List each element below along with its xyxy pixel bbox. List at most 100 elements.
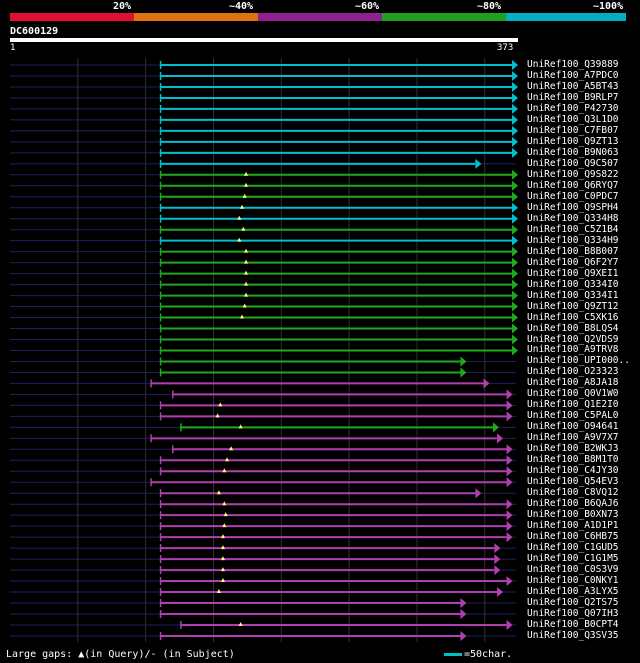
gap-legend: Large gaps: ▲(in Query)/- (in Subject) <box>6 649 235 660</box>
hit-arrow-head <box>512 103 518 114</box>
hit-label[interactable]: UniRef100_B9RLP7 <box>527 91 619 103</box>
hit-arrow-head <box>475 488 482 499</box>
hit-label[interactable]: UniRef100_Q334H9 <box>527 234 619 246</box>
hit-label[interactable]: UniRef100_Q9C507 <box>527 157 619 169</box>
ruler-start-label: 1 <box>10 43 16 53</box>
legend-label: ~100% <box>593 1 624 12</box>
hit-label[interactable]: UniRef100_Q334I0 <box>527 278 619 290</box>
hit-arrow-head <box>512 213 518 224</box>
legend-label: ~80% <box>477 1 502 12</box>
query-gap-marker <box>244 182 249 187</box>
query-gap-marker <box>223 512 228 517</box>
hit-label[interactable]: UniRef100_Q1E2I0 <box>527 399 619 411</box>
hit-arrow-head <box>512 246 518 257</box>
hit-arrow-head <box>512 70 518 81</box>
legend-segment <box>506 13 626 21</box>
hit-label[interactable]: UniRef100_C7FB07 <box>527 124 619 136</box>
hit-label[interactable]: UniRef100_Q9ZT13 <box>527 135 619 147</box>
hit-label[interactable]: UniRef100_UPI000.. <box>527 355 630 367</box>
hit-label[interactable]: UniRef100_Q07IH3 <box>527 608 619 619</box>
hit-label[interactable]: UniRef100_Q9ZT12 <box>527 300 619 312</box>
hit-label[interactable]: UniRef100_C6HB75 <box>527 531 619 543</box>
query-gap-marker <box>238 424 243 429</box>
query-gap-marker <box>216 490 221 495</box>
hit-label[interactable]: UniRef100_Q6RYQ7 <box>527 179 619 191</box>
hit-arrow-head <box>506 444 513 455</box>
ruler-end-label: 373 <box>497 43 514 53</box>
hit-label[interactable]: UniRef100_C4JY30 <box>527 465 619 477</box>
query-gap-marker <box>237 237 242 242</box>
hit-arrow-head <box>460 598 467 609</box>
query-gap-marker <box>244 248 249 253</box>
hit-label[interactable]: UniRef100_B0XN73 <box>527 509 619 521</box>
hit-label[interactable]: UniRef100_Q39889 <box>527 59 619 70</box>
query-gap-marker <box>244 259 249 264</box>
hit-label[interactable]: UniRef100_B0CPT4 <box>527 618 619 630</box>
query-gap-marker <box>225 457 230 462</box>
hit-label[interactable]: UniRef100_A9TRV8 <box>527 344 619 356</box>
hit-label[interactable]: UniRef100_C1GUD5 <box>527 542 619 554</box>
legend-segment <box>258 13 382 21</box>
hit-label[interactable]: UniRef100_Q9SPH4 <box>527 201 619 213</box>
query-gap-marker <box>216 589 221 594</box>
hit-label[interactable]: UniRef100_A8JA18 <box>527 377 619 389</box>
hit-arrow-head <box>512 323 518 334</box>
hit-label[interactable]: UniRef100_C0S3V9 <box>527 564 619 576</box>
hit-label[interactable]: UniRef100_C5PAL0 <box>527 410 619 422</box>
hit-arrow-head <box>493 422 500 433</box>
hit-label[interactable]: UniRef100_A3LYX5 <box>527 586 619 598</box>
hit-arrow-head <box>512 114 518 125</box>
hit-label[interactable]: UniRef100_A7PDC0 <box>527 69 619 81</box>
hit-label[interactable]: UniRef100_Q54EV3 <box>527 476 619 488</box>
query-gap-marker <box>222 501 227 506</box>
hit-label[interactable]: UniRef100_C0NKY1 <box>527 575 619 587</box>
hit-label[interactable]: UniRef100_P42730 <box>527 102 619 114</box>
query-gap-marker <box>242 193 247 198</box>
hit-label[interactable]: UniRef100_B8LQS4 <box>527 322 619 334</box>
hit-label[interactable]: UniRef100_Q6F2Y7 <box>527 256 619 268</box>
hit-label[interactable]: UniRef100_C8VQ12 <box>527 487 619 499</box>
hit-arrow-head <box>494 554 501 565</box>
query-gap-marker <box>244 292 249 297</box>
hit-arrow-head <box>512 136 518 147</box>
query-gap-marker <box>242 303 247 308</box>
hit-arrow-head <box>506 576 513 587</box>
hit-label[interactable]: UniRef100_C5Z1B4 <box>527 223 619 235</box>
query-gap-marker <box>244 281 249 286</box>
hit-label[interactable]: UniRef100_Q334H8 <box>527 212 619 224</box>
hit-label[interactable]: UniRef100_Q3L1D0 <box>527 113 619 125</box>
hit-arrow-head <box>460 630 467 641</box>
hit-label[interactable]: UniRef100_Q2TS75 <box>527 597 619 609</box>
hit-label[interactable]: UniRef100_Q9XEI1 <box>527 267 619 279</box>
hit-label[interactable]: UniRef100_B8B007 <box>527 245 619 257</box>
hit-label[interactable]: UniRef100_C5XK16 <box>527 311 619 323</box>
hit-label[interactable]: UniRef100_B8M1T0 <box>527 454 619 466</box>
hit-label[interactable]: UniRef100_O23323 <box>527 366 619 378</box>
hit-label[interactable]: UniRef100_A5BT43 <box>527 80 619 92</box>
hit-label[interactable]: UniRef100_O94641 <box>527 421 619 433</box>
hit-arrow-head <box>460 367 467 378</box>
hit-label[interactable]: UniRef100_A1D1P1 <box>527 520 619 532</box>
hit-label[interactable]: UniRef100_Q3SV35 <box>527 629 619 641</box>
hit-arrow-head <box>506 532 513 543</box>
hit-arrow-head <box>512 268 518 279</box>
hit-arrow-head <box>512 125 518 136</box>
hit-label[interactable]: UniRef100_Q334I1 <box>527 289 619 301</box>
hit-label[interactable]: UniRef100_A9V7X7 <box>527 432 619 444</box>
query-gap-marker <box>244 171 249 176</box>
query-gap-marker <box>222 523 227 528</box>
legend-segment <box>134 13 258 21</box>
hit-label[interactable]: UniRef100_B2WKJ3 <box>527 443 619 455</box>
hit-label[interactable]: UniRef100_Q9S822 <box>527 168 619 180</box>
hit-arrow-head <box>512 345 518 356</box>
hit-label[interactable]: UniRef100_B6QAJ6 <box>527 498 619 510</box>
hit-label[interactable]: UniRef100_C0PDC7 <box>527 190 619 202</box>
hit-label[interactable]: UniRef100_B9N063 <box>527 146 619 158</box>
hit-arrow-head <box>512 334 518 345</box>
legend-label: ~60% <box>355 1 380 12</box>
hit-label[interactable]: UniRef100_C1G1M5 <box>527 553 619 565</box>
hit-label[interactable]: UniRef100_Q2VDS9 <box>527 333 619 345</box>
hit-label[interactable]: UniRef100_Q0V1W0 <box>527 388 619 400</box>
hit-arrow-head <box>512 312 518 323</box>
hit-arrow-head <box>494 543 501 554</box>
